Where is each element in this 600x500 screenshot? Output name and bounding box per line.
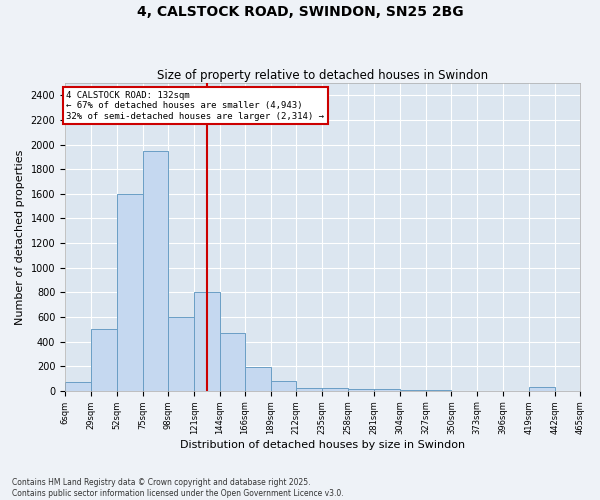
Text: 4, CALSTOCK ROAD, SWINDON, SN25 2BG: 4, CALSTOCK ROAD, SWINDON, SN25 2BG <box>137 5 463 19</box>
Bar <box>529 387 554 390</box>
Bar <box>220 333 245 390</box>
Bar <box>116 194 143 390</box>
Bar <box>245 366 271 390</box>
Bar <box>143 151 169 390</box>
Text: Contains HM Land Registry data © Crown copyright and database right 2025.
Contai: Contains HM Land Registry data © Crown c… <box>12 478 344 498</box>
Text: 4 CALSTOCK ROAD: 132sqm
← 67% of detached houses are smaller (4,943)
32% of semi: 4 CALSTOCK ROAD: 132sqm ← 67% of detache… <box>66 91 324 120</box>
Bar <box>91 329 116 390</box>
Bar <box>271 382 296 390</box>
Bar <box>65 382 91 390</box>
Title: Size of property relative to detached houses in Swindon: Size of property relative to detached ho… <box>157 69 488 82</box>
Y-axis label: Number of detached properties: Number of detached properties <box>15 150 25 324</box>
X-axis label: Distribution of detached houses by size in Swindon: Distribution of detached houses by size … <box>180 440 466 450</box>
Bar <box>194 292 220 390</box>
Bar <box>169 317 194 390</box>
Bar <box>296 388 322 390</box>
Bar <box>322 388 348 390</box>
